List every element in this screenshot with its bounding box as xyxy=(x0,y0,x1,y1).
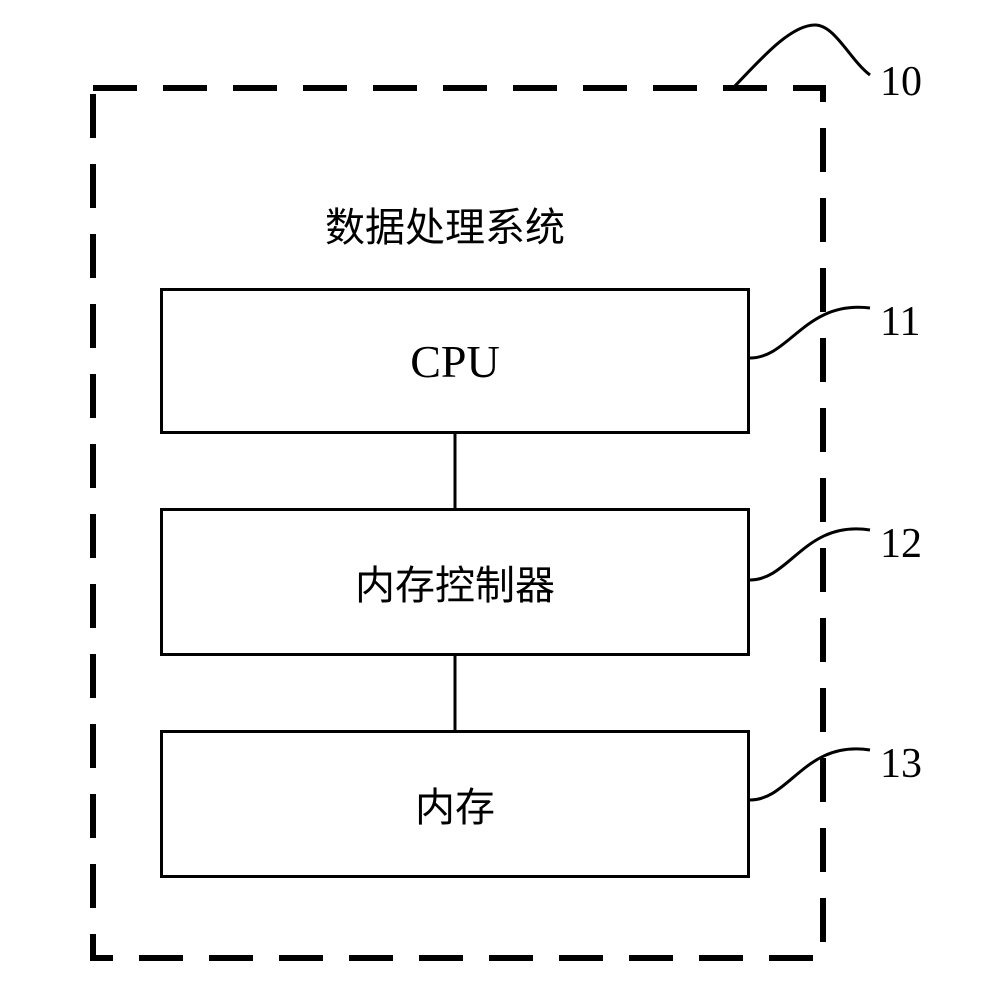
callout-curve-11 xyxy=(750,307,870,358)
callout-curve-12 xyxy=(750,529,870,580)
node-cpu: CPU xyxy=(160,288,750,434)
callout-curve-13 xyxy=(750,749,870,800)
node-memory-label: 内存 xyxy=(415,775,495,833)
node-cpu-label: CPU xyxy=(410,335,499,388)
callout-label-12: 12 xyxy=(880,520,922,568)
callout-label-10: 10 xyxy=(880,58,922,106)
callout-label-11: 11 xyxy=(880,298,920,346)
node-memory-controller: 内存控制器 xyxy=(160,508,750,656)
node-memory: 内存 xyxy=(160,730,750,878)
diagram-canvas: 数据处理系统 CPU 内存控制器 内存 10 11 12 13 xyxy=(0,0,1000,1005)
node-memory-controller-label: 内存控制器 xyxy=(355,553,555,611)
callout-label-13: 13 xyxy=(880,740,922,788)
callout-curve-10 xyxy=(733,25,870,88)
container-title: 数据处理系统 xyxy=(325,195,565,253)
